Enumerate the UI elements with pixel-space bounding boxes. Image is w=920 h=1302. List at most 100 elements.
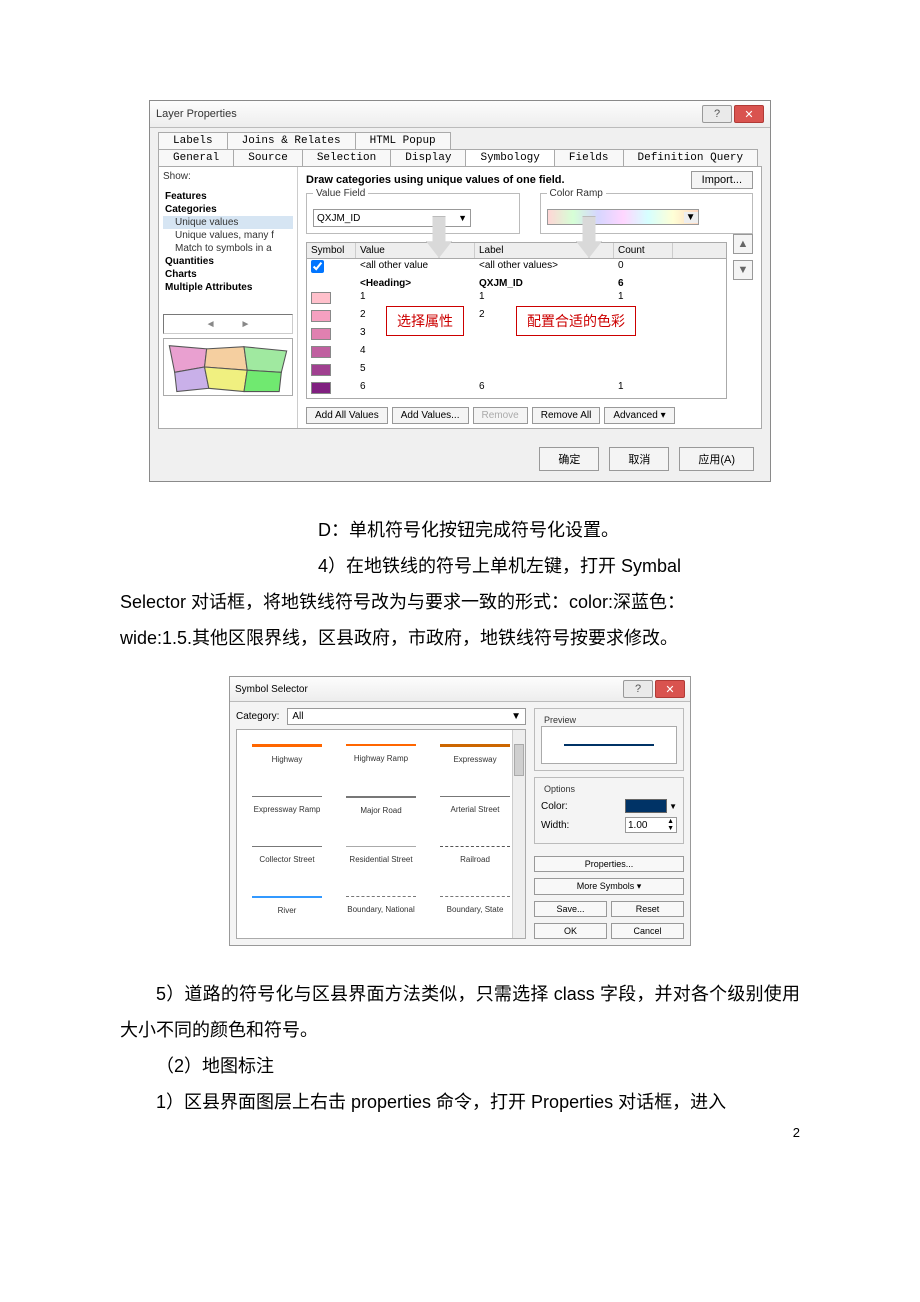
dialog-titlebar: Layer Properties ? ✕ [150,101,770,128]
ss-symbol-cell[interactable]: Arterial Street [429,786,521,835]
para-5: 5）道路的符号化与区县界面方法类似，只需选择 class 字段，并对各个级别使用… [120,976,800,1048]
import-button[interactable]: Import... [691,171,753,189]
ss-symbol-cell[interactable]: Residential Street [335,836,427,884]
grid-head-symbol: Symbol [307,243,356,258]
apply-button[interactable]: 应用(A) [679,447,754,471]
symbology-preview [163,338,293,396]
table-row[interactable]: 4 [307,344,726,362]
chevron-down-icon: ▼ [669,802,677,811]
ss-save-button[interactable]: Save... [534,901,607,917]
value-field-label: Value Field [313,188,368,199]
close-button[interactable]: ✕ [734,105,764,123]
ss-cancel-button[interactable]: Cancel [611,923,684,939]
ss-ok-button[interactable]: OK [534,923,607,939]
table-row[interactable]: <Heading>QXJM_ID6 [307,277,726,290]
symbol-selector-dialog: Symbol Selector ? ✕ Category: All ▼ High… [229,676,691,946]
tab-html-popup[interactable]: HTML Popup [355,132,451,149]
move-down-button[interactable]: ▼ [733,260,753,280]
ss-symbol-cell[interactable]: Expressway Ramp [241,786,333,835]
tree-charts[interactable]: Charts [163,268,293,281]
table-row[interactable]: 5 [307,362,726,380]
tree-unique-values[interactable]: Unique values [163,216,293,229]
ss-options-label: Options [541,784,578,794]
ok-button[interactable]: 确定 [539,447,599,471]
tab-fields[interactable]: Fields [554,149,624,166]
callout-color-config: 配置合适的色彩 [516,306,636,336]
close-button[interactable]: ✕ [655,680,685,698]
tree-match-symbols[interactable]: Match to symbols in a [163,242,293,255]
para-d: D：单机符号化按钮完成符号化设置。 [120,512,800,548]
ss-symbol-cell[interactable]: Boundary, State [429,886,521,935]
tree-empty-scroll: ◄ ► [163,314,293,334]
ss-width-stepper[interactable]: 1.00 ▲▼ [625,817,677,833]
ss-symbol-grid: HighwayHighway RampExpressway Expressway … [236,729,526,939]
tree-unique-values-many[interactable]: Unique values, many f [163,229,293,242]
para-4b: Selector 对话框，将地铁线符号改为与要求一致的形式：color:深蓝色： [120,584,800,620]
chevron-down-icon: ▼ [511,711,521,722]
ss-symbol-cell[interactable]: Highway Ramp [335,734,427,784]
symbology-tree: Show: Features Categories Unique values … [159,167,298,428]
ss-preview-label: Preview [541,715,579,725]
tree-multiple-attributes[interactable]: Multiple Attributes [163,281,293,294]
ss-more-symbols-button[interactable]: More Symbols ▾ [534,878,684,895]
ss-symbol-cell[interactable]: Railroad [429,836,521,884]
ss-symbol-cell[interactable]: Highway [241,734,333,784]
tab-display[interactable]: Display [390,149,466,166]
tab-source[interactable]: Source [233,149,303,166]
value-field-value: QXJM_ID [317,213,360,224]
dialog-title: Layer Properties [156,108,237,120]
ss-symbol-cell[interactable]: River [241,886,333,935]
help-button[interactable]: ? [623,680,653,698]
help-button[interactable]: ? [702,105,732,123]
ss-reset-button[interactable]: Reset [611,901,684,917]
body-text-block-2: 5）道路的符号化与区县界面方法类似，只需选择 class 字段，并对各个级别使用… [120,976,800,1120]
grid-head-value: Value [356,243,475,258]
tree-categories[interactable]: Categories [163,203,293,216]
body-text-block-1: D：单机符号化按钮完成符号化设置。 4）在地铁线的符号上单机左键，打开 Symb… [120,512,800,656]
show-label: Show: [163,171,293,182]
ss-symbol-cell[interactable]: Major Road [335,786,427,835]
symbology-description: Draw categories using unique values of o… [306,174,565,186]
tree-quantities[interactable]: Quantities [163,255,293,268]
ss-properties-button[interactable]: Properties... [534,856,684,872]
ss-color-label: Color: [541,801,568,812]
table-row[interactable]: <all other value<all other values>0 [307,259,726,277]
page-number: 2 [793,1125,800,1140]
tab-labels[interactable]: Labels [158,132,228,149]
tab-definition-query[interactable]: Definition Query [623,149,759,166]
para-4a: 4）在地铁线的符号上单机左键，打开 Symbal [120,548,800,584]
scrollbar[interactable] [512,730,525,938]
advanced-button[interactable]: Advanced ▾ [604,407,674,424]
tab-symbology[interactable]: Symbology [465,149,554,166]
value-field-combo[interactable]: QXJM_ID ▼ [313,209,471,227]
layer-properties-dialog: Layer Properties ? ✕ Labels Joins & Rela… [149,100,771,482]
color-ramp-label: Color Ramp [547,188,606,199]
add-all-values-button[interactable]: Add All Values [306,407,388,424]
cancel-button[interactable]: 取消 [609,447,669,471]
remove-all-button[interactable]: Remove All [532,407,601,424]
ss-symbol-cell[interactable]: Boundary, National [335,886,427,935]
ss-category-value: All [292,711,303,722]
para-1: 1）区县界面图层上右击 properties 命令，打开 Properties … [120,1084,800,1120]
remove-button[interactable]: Remove [473,407,528,424]
para-4c: wide:1.5.其他区限界线，区县政府，市政府，地铁线符号按要求修改。 [120,620,800,656]
color-ramp-combo[interactable]: ▼ [547,209,699,225]
ss-preview-box [541,726,677,764]
table-row[interactable]: 661 [307,380,726,398]
grid-head-count: Count [614,243,673,258]
ss-category-combo[interactable]: All ▼ [287,708,526,725]
ss-symbol-cell[interactable]: Collector Street [241,836,333,884]
tree-features[interactable]: Features [163,190,293,203]
tab-joins[interactable]: Joins & Relates [227,132,356,149]
tab-general[interactable]: General [158,149,234,166]
ss-color-swatch[interactable] [625,799,667,813]
tab-selection[interactable]: Selection [302,149,391,166]
callout-select-attribute: 选择属性 [386,306,464,336]
ss-category-label: Category: [236,711,279,722]
ss-symbol-cell[interactable]: Expressway [429,734,521,784]
tab-row-2: General Source Selection Display Symbolo… [150,149,770,166]
para-h2: （2）地图标注 [120,1048,800,1084]
ss-width-label: Width: [541,820,569,831]
move-up-button[interactable]: ▲ [733,234,753,254]
add-values-button[interactable]: Add Values... [392,407,469,424]
